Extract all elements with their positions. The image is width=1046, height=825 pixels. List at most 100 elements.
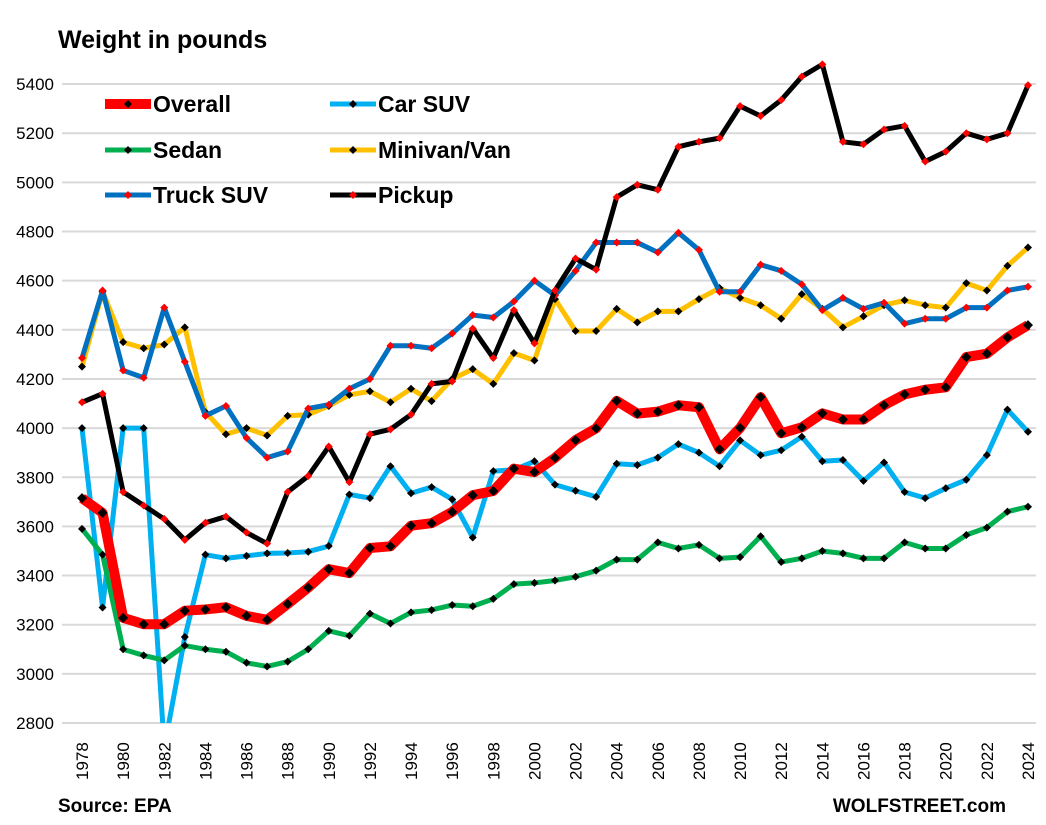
credit-note: WOLFSTREET.com	[833, 796, 1006, 817]
series-sedan	[78, 502, 1032, 671]
data-point	[365, 494, 374, 503]
data-point	[283, 548, 292, 557]
data-point	[1024, 282, 1032, 291]
data-point	[242, 551, 251, 560]
legend-item: Car SUV	[330, 91, 471, 117]
data-point	[652, 406, 663, 417]
data-point	[263, 453, 272, 462]
legend: Overall Car SUV Sedan Minivan/Van Truck SUV P…	[105, 91, 511, 208]
data-point	[982, 135, 991, 144]
data-point	[777, 558, 786, 567]
data-point	[139, 501, 148, 510]
data-point	[818, 546, 827, 555]
data-point	[304, 645, 313, 654]
data-point	[407, 341, 416, 350]
data-point	[386, 619, 395, 628]
data-point	[551, 576, 559, 585]
data-point	[777, 266, 786, 275]
data-point	[921, 301, 930, 310]
data-point	[324, 442, 333, 451]
data-point	[797, 554, 806, 563]
data-point	[323, 564, 334, 575]
data-point	[119, 366, 128, 375]
data-point	[201, 645, 210, 654]
data-point	[324, 626, 333, 635]
x-tick-label: 1978	[73, 742, 92, 780]
data-point	[468, 324, 477, 333]
x-axis-ticks: 1978 1980 1982 1984 1986 1988 1990 1992 1994 1996…	[73, 742, 1038, 780]
data-point	[489, 379, 498, 388]
data-point	[201, 518, 210, 527]
data-point	[859, 304, 868, 313]
data-point	[78, 398, 86, 407]
data-point	[653, 185, 662, 194]
data-point	[386, 425, 395, 434]
data-point	[797, 280, 806, 289]
data-point	[858, 414, 869, 425]
data-point	[777, 314, 786, 323]
data-point	[612, 555, 621, 564]
data-point	[962, 279, 971, 288]
data-point	[180, 641, 189, 650]
data-point	[633, 555, 642, 564]
data-point	[139, 344, 148, 353]
legend-item: Sedan	[105, 137, 222, 163]
data-point	[756, 111, 765, 120]
data-point	[78, 354, 86, 363]
data-point	[386, 341, 395, 350]
data-point	[1024, 81, 1032, 90]
legend-marker	[349, 191, 357, 199]
data-point	[818, 60, 827, 69]
x-tick-label: 2000	[525, 742, 544, 780]
data-point	[160, 515, 169, 524]
data-point	[139, 373, 148, 382]
data-point	[447, 506, 458, 517]
data-point	[941, 147, 950, 156]
legend-marker	[124, 100, 132, 108]
data-point	[900, 319, 909, 328]
data-point	[427, 483, 436, 492]
data-point	[180, 535, 189, 544]
data-point	[880, 298, 889, 307]
data-point	[427, 605, 436, 614]
data-point	[489, 594, 498, 603]
y-tick-label: 2800	[16, 714, 54, 733]
data-point	[263, 539, 272, 548]
data-point	[674, 544, 683, 553]
data-point	[283, 447, 292, 456]
legend-label: Overall	[153, 91, 231, 117]
data-point	[612, 238, 621, 247]
data-point	[880, 554, 889, 563]
x-tick-label: 1996	[443, 742, 462, 780]
data-point	[1003, 507, 1012, 516]
data-point	[489, 354, 498, 363]
data-point	[263, 431, 272, 440]
data-point	[242, 658, 251, 667]
data-point	[694, 540, 703, 549]
x-tick-label: 1992	[361, 742, 380, 780]
data-point	[365, 374, 374, 383]
legend-marker	[349, 146, 357, 154]
data-point	[1003, 286, 1012, 295]
data-point	[571, 266, 580, 275]
data-point	[448, 377, 457, 386]
data-point	[448, 495, 457, 504]
data-point	[982, 286, 991, 295]
data-point	[776, 428, 787, 439]
data-point	[98, 389, 107, 398]
data-point	[551, 480, 559, 489]
data-point	[1003, 261, 1012, 270]
data-point	[138, 619, 149, 630]
data-point	[468, 365, 477, 374]
data-point	[694, 137, 703, 146]
x-tick-label: 1986	[238, 742, 257, 780]
legend-label: Pickup	[378, 182, 453, 208]
data-point	[180, 323, 189, 332]
legend-item: Minivan/Van	[330, 137, 511, 163]
x-tick-label: 2006	[649, 742, 668, 780]
data-point	[756, 301, 765, 310]
data-point	[736, 293, 745, 302]
data-point	[468, 311, 477, 320]
data-point	[591, 423, 602, 434]
